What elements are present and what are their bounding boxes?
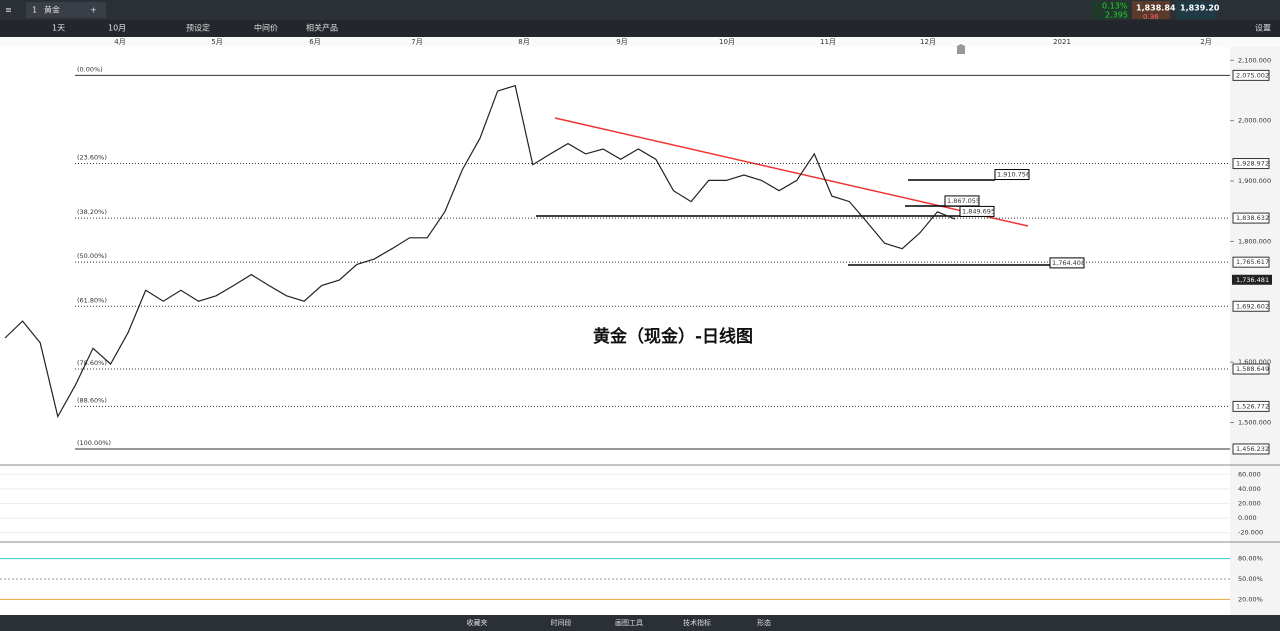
price-box (1232, 443, 1270, 455)
menu[interactable]: ≡ (5, 6, 12, 15)
current-box (1232, 274, 1272, 285)
price-label: 1,928.972 (1236, 160, 1269, 168)
y-tick-label: 1,500.000 (1238, 419, 1271, 427)
fib-name: (0.00%) (77, 65, 103, 73)
stoch-tick-label: 80.00% (1238, 555, 1263, 563)
fib-name: (100.00%) (77, 439, 111, 447)
month-label: 12月 (920, 38, 936, 46)
fib-name: (38.20%) (77, 208, 107, 216)
month-label: 4月 (114, 38, 125, 46)
price-label: 1,849.695 (962, 207, 995, 215)
price-box (1232, 158, 1270, 170)
stoch-tick-label: 20.00% (1238, 595, 1263, 603)
preset[interactable]: 预设定 (186, 23, 210, 33)
bid[interactable]: 1,838.84 (1136, 4, 1176, 13)
y-tick-label: 2,100.000 (1238, 56, 1271, 64)
macd-tick-label: 20.000 (1238, 500, 1261, 508)
price-box (1049, 257, 1085, 269)
price-label: 1,692.602 (1236, 302, 1269, 310)
bottom-tab[interactable]: 收藏夹 (467, 618, 488, 627)
price-label: 1,765.617 (1236, 258, 1269, 266)
price-box (1232, 212, 1270, 224)
current-label: 1,736.481 (1236, 276, 1269, 284)
fib-name: (78.60%) (77, 359, 107, 367)
y-tick-label: 2,000.000 (1238, 117, 1271, 125)
month-label: 11月 (820, 38, 836, 46)
month-label: 2月 (1200, 38, 1211, 46)
price-box (1232, 400, 1270, 412)
ask[interactable]: 1,839.20 (1180, 4, 1220, 13)
price-box (1232, 300, 1270, 312)
price-label: 1,526.772 (1236, 402, 1269, 410)
y-tick-label: 1,800.000 (1238, 237, 1271, 245)
range[interactable]: 10月 (108, 24, 126, 33)
macd-tick-label: 0.000 (1238, 514, 1257, 522)
price-label: 1,456.232 (1236, 445, 1269, 453)
y-tick-label: 1,600.000 (1238, 358, 1271, 366)
price-label: 2,075.002 (1236, 71, 1269, 79)
price-box (994, 169, 1030, 181)
macd-tick-label: 40.000 (1238, 485, 1261, 493)
add-tab[interactable]: + (90, 6, 97, 15)
macd-tick-label: 60.000 (1238, 470, 1261, 478)
change-abs: 2.395 (1105, 11, 1128, 20)
period[interactable]: 1天 (52, 24, 65, 33)
bottom-tab[interactable]: 形态 (757, 618, 771, 627)
month-label: 8月 (518, 38, 529, 46)
month-label: 2021 (1053, 38, 1071, 46)
price-box (1232, 363, 1270, 375)
spread: 0.36 (1143, 13, 1159, 21)
month-label: 10月 (719, 38, 735, 46)
y-tick-label: 1,900.000 (1238, 177, 1271, 185)
price-label: 1,838.632 (1236, 214, 1269, 222)
fib-name: (23.60%) (77, 154, 107, 162)
month-label: 6月 (309, 38, 320, 46)
mid[interactable]: 中间价 (254, 23, 278, 33)
month-label: 9月 (616, 38, 627, 46)
change-pct: 0.13% (1102, 2, 1128, 11)
price-label: 1,867.055 (947, 197, 980, 205)
tab-name[interactable]: 黄金 (44, 5, 60, 15)
fib-name: (88.60%) (77, 396, 107, 404)
price-box (1232, 69, 1270, 81)
price-label: 1,764.408 (1052, 259, 1085, 267)
bottom-tab[interactable]: 时间段 (551, 618, 572, 627)
tab-number[interactable]: 1 (32, 6, 37, 15)
related[interactable]: 相关产品 (306, 23, 338, 33)
settings[interactable]: 设置 (1255, 23, 1271, 33)
fib-name: (50.00%) (77, 252, 107, 260)
price-box (959, 205, 995, 217)
bottom-tab[interactable]: 画图工具 (615, 619, 643, 627)
fib-name: (61.80%) (77, 296, 107, 304)
chart-title: 黄金（现金）-日线图 (593, 326, 753, 347)
bottom-tab[interactable]: 技术指标 (683, 618, 711, 627)
month-label: 7月 (411, 38, 422, 46)
month-label: 5月 (211, 38, 222, 46)
stoch-tick-label: 50.00% (1238, 575, 1263, 583)
price-box (1232, 256, 1270, 268)
macd-tick-label: -20.000 (1238, 529, 1263, 537)
price-label: 1,588.649 (1236, 365, 1269, 373)
price-label: 1,910.756 (997, 171, 1030, 179)
price-line (4, 84, 956, 419)
